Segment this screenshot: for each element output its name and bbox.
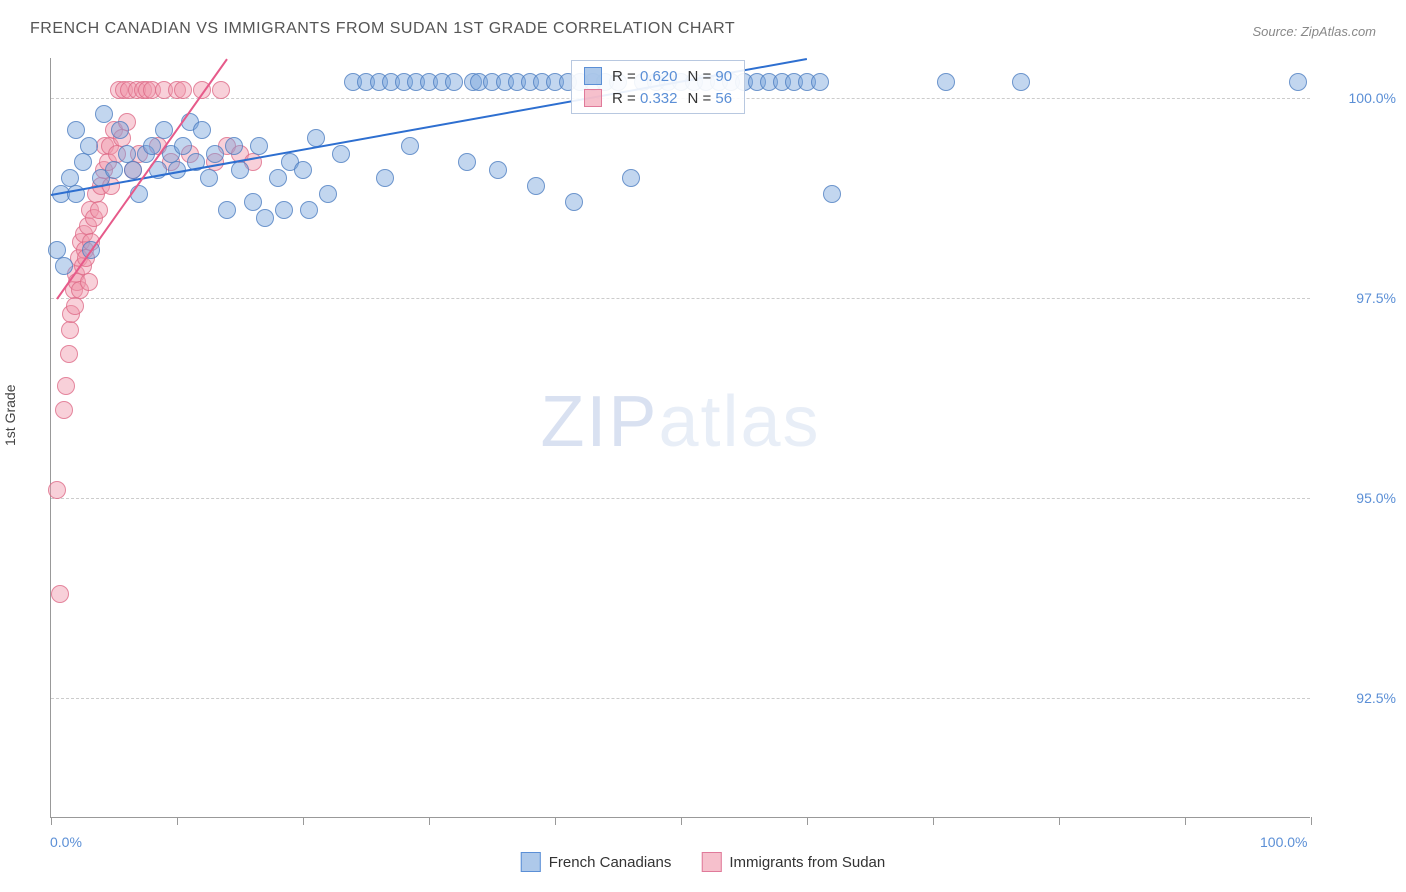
scatter-point-pink — [174, 81, 192, 99]
scatter-point-pink — [212, 81, 230, 99]
xtick — [177, 817, 178, 825]
xtick — [807, 817, 808, 825]
scatter-point-blue — [244, 193, 262, 211]
watermark-zip: ZIP — [540, 382, 658, 462]
gridline — [51, 698, 1310, 699]
scatter-point-blue — [95, 105, 113, 123]
scatter-point-blue — [206, 145, 224, 163]
xtick — [1185, 817, 1186, 825]
scatter-point-blue — [231, 161, 249, 179]
scatter-point-blue — [105, 161, 123, 179]
xtick — [429, 817, 430, 825]
gridline — [51, 298, 1310, 299]
scatter-point-blue — [622, 169, 640, 187]
scatter-point-blue — [200, 169, 218, 187]
scatter-point-blue — [275, 201, 293, 219]
scatter-point-pink — [57, 377, 75, 395]
scatter-point-blue — [294, 161, 312, 179]
scatter-point-blue — [445, 73, 463, 91]
scatter-point-blue — [376, 169, 394, 187]
ytick-label: 100.0% — [1316, 90, 1396, 106]
gridline — [51, 498, 1310, 499]
scatter-point-blue — [319, 185, 337, 203]
xtick-label: 0.0% — [50, 834, 82, 850]
legend-item-pink: Immigrants from Sudan — [701, 852, 885, 872]
legend-swatch-pink — [701, 852, 721, 872]
stats-r: R = 0.332 — [612, 90, 677, 107]
stats-row: R = 0.332 N = 56 — [584, 87, 732, 109]
chart-source: Source: ZipAtlas.com — [1252, 24, 1376, 39]
scatter-point-blue — [55, 257, 73, 275]
stats-n: N = 90 — [687, 68, 732, 85]
y-axis-label: 1st Grade — [2, 385, 18, 446]
scatter-point-blue — [174, 137, 192, 155]
xtick — [1311, 817, 1312, 825]
xtick-label: 100.0% — [1260, 834, 1307, 850]
scatter-point-blue — [111, 121, 129, 139]
legend-swatch-blue — [584, 67, 602, 85]
scatter-point-pink — [51, 585, 69, 603]
scatter-point-blue — [458, 153, 476, 171]
legend-item-blue: French Canadians — [521, 852, 672, 872]
scatter-point-pink — [60, 345, 78, 363]
scatter-point-blue — [1289, 73, 1307, 91]
scatter-point-blue — [565, 193, 583, 211]
ytick-label: 97.5% — [1316, 290, 1396, 306]
xtick — [51, 817, 52, 825]
scatter-point-blue — [218, 201, 236, 219]
scatter-point-blue — [300, 201, 318, 219]
stats-row: R = 0.620 N = 90 — [584, 65, 732, 87]
scatter-point-pink — [61, 321, 79, 339]
scatter-point-blue — [193, 121, 211, 139]
scatter-point-blue — [811, 73, 829, 91]
scatter-point-pink — [66, 297, 84, 315]
scatter-point-blue — [527, 177, 545, 195]
xtick — [933, 817, 934, 825]
scatter-point-pink — [48, 481, 66, 499]
watermark-atlas: atlas — [658, 382, 820, 462]
stats-legend: R = 0.620 N = 90 R = 0.332 N = 56 — [571, 60, 745, 114]
scatter-point-blue — [401, 137, 419, 155]
scatter-point-blue — [332, 145, 350, 163]
xtick — [303, 817, 304, 825]
legend-swatch-pink — [584, 89, 602, 107]
ytick-label: 92.5% — [1316, 690, 1396, 706]
scatter-point-blue — [489, 161, 507, 179]
xtick — [681, 817, 682, 825]
scatter-point-blue — [269, 169, 287, 187]
chart-title: FRENCH CANADIAN VS IMMIGRANTS FROM SUDAN… — [30, 20, 735, 38]
plot-area: ZIPatlas R = 0.620 N = 90 R = 0.332 N = 56 — [50, 58, 1310, 818]
stats-r: R = 0.620 — [612, 68, 677, 85]
scatter-point-blue — [130, 185, 148, 203]
xtick — [555, 817, 556, 825]
scatter-point-blue — [124, 161, 142, 179]
scatter-point-blue — [250, 137, 268, 155]
scatter-point-blue — [67, 121, 85, 139]
scatter-point-blue — [80, 137, 98, 155]
stats-n: N = 56 — [687, 90, 732, 107]
legend-label: Immigrants from Sudan — [729, 854, 885, 871]
scatter-point-pink — [80, 273, 98, 291]
scatter-point-blue — [225, 137, 243, 155]
xtick — [1059, 817, 1060, 825]
watermark: ZIPatlas — [540, 381, 820, 463]
ytick-label: 95.0% — [1316, 490, 1396, 506]
bottom-legend: French Canadians Immigrants from Sudan — [521, 852, 885, 872]
scatter-point-blue — [937, 73, 955, 91]
legend-swatch-blue — [521, 852, 541, 872]
legend-label: French Canadians — [549, 854, 672, 871]
scatter-point-blue — [74, 153, 92, 171]
scatter-point-pink — [90, 201, 108, 219]
scatter-point-blue — [823, 185, 841, 203]
scatter-point-blue — [1012, 73, 1030, 91]
scatter-point-blue — [256, 209, 274, 227]
scatter-point-pink — [55, 401, 73, 419]
